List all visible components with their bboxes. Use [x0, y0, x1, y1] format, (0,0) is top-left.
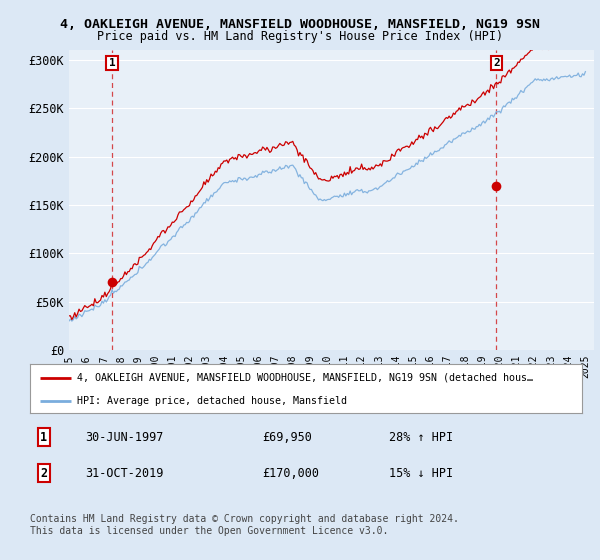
Text: Contains HM Land Registry data © Crown copyright and database right 2024.
This d: Contains HM Land Registry data © Crown c…: [30, 514, 459, 536]
Text: 28% ↑ HPI: 28% ↑ HPI: [389, 431, 453, 444]
Text: £69,950: £69,950: [262, 431, 312, 444]
Text: £170,000: £170,000: [262, 467, 319, 480]
Text: Price paid vs. HM Land Registry's House Price Index (HPI): Price paid vs. HM Land Registry's House …: [97, 30, 503, 43]
Text: 1: 1: [40, 431, 47, 444]
Text: 2: 2: [40, 467, 47, 480]
Text: HPI: Average price, detached house, Mansfield: HPI: Average price, detached house, Mans…: [77, 396, 347, 406]
Text: 31-OCT-2019: 31-OCT-2019: [85, 467, 164, 480]
Text: 4, OAKLEIGH AVENUE, MANSFIELD WOODHOUSE, MANSFIELD, NG19 9SN: 4, OAKLEIGH AVENUE, MANSFIELD WOODHOUSE,…: [60, 18, 540, 31]
Text: 30-JUN-1997: 30-JUN-1997: [85, 431, 164, 444]
Text: 1: 1: [109, 58, 115, 68]
Text: 2: 2: [493, 58, 500, 68]
Text: 4, OAKLEIGH AVENUE, MANSFIELD WOODHOUSE, MANSFIELD, NG19 9SN (detached hous…: 4, OAKLEIGH AVENUE, MANSFIELD WOODHOUSE,…: [77, 373, 533, 383]
Text: 15% ↓ HPI: 15% ↓ HPI: [389, 467, 453, 480]
